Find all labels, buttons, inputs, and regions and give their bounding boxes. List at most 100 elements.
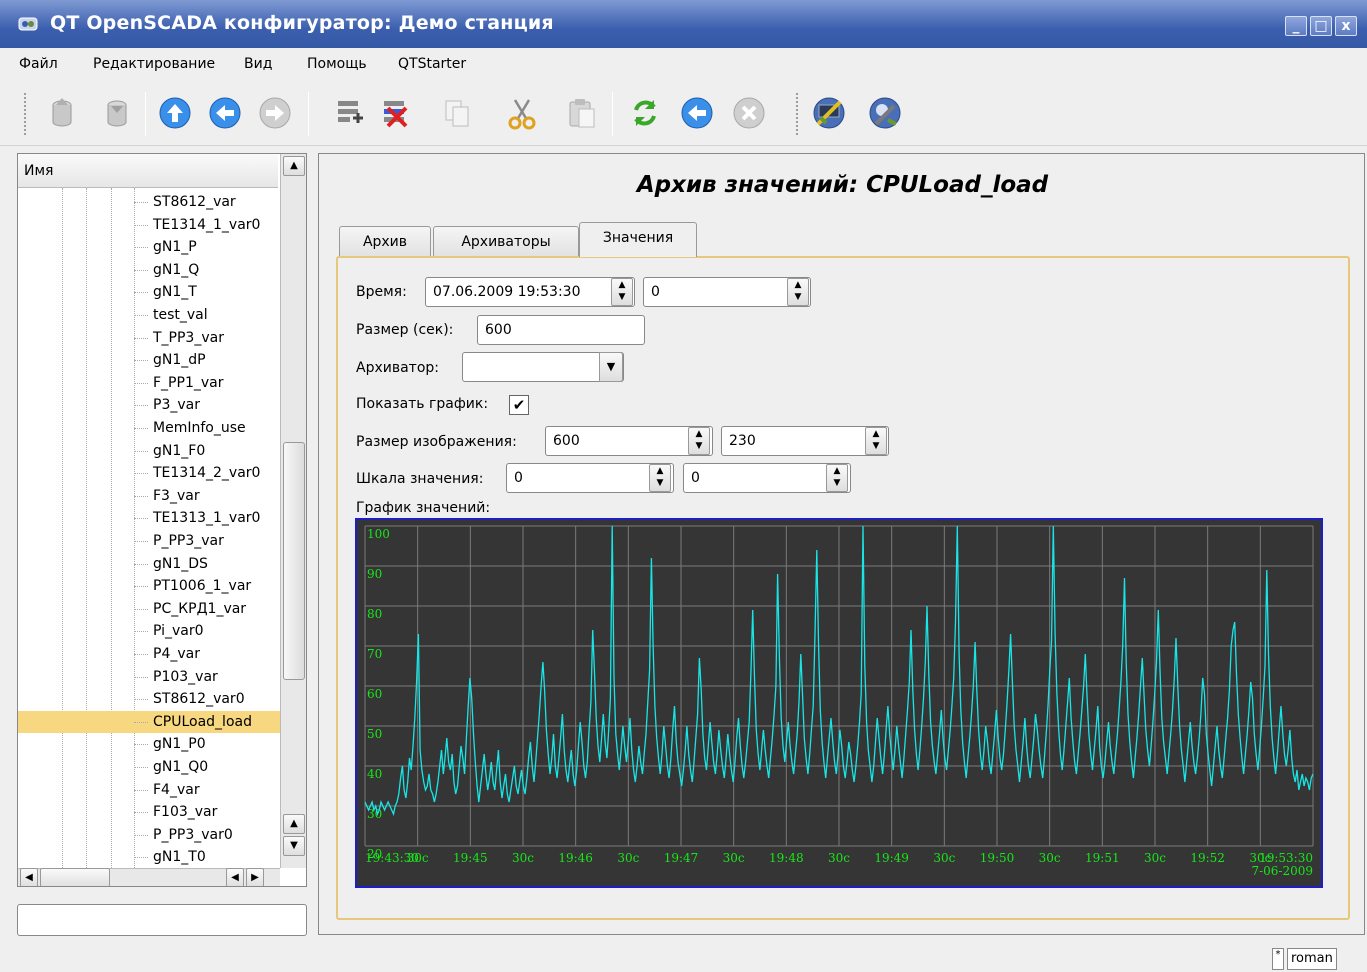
tree-item-label: gN1_P [153, 239, 197, 256]
start-icon[interactable] [680, 96, 714, 130]
size-field[interactable]: 600 [477, 315, 645, 345]
tree-item[interactable]: P3_var [18, 394, 280, 416]
image-height-field[interactable]: 230 [721, 426, 889, 456]
scroll-up-arrow-icon[interactable]: ▲ [283, 814, 305, 834]
forward-icon[interactable] [258, 96, 292, 130]
scroll-right-arrow-icon[interactable]: ▶ [246, 868, 264, 886]
db-save-icon[interactable] [100, 96, 134, 130]
tree-guide-line [86, 188, 87, 868]
tree-item[interactable]: PT1006_1_var [18, 575, 280, 597]
tree-connector [134, 631, 148, 633]
height-spinner-icon[interactable]: ▲ ▼ [865, 427, 887, 455]
scale-min-spinner-icon[interactable]: ▲ ▼ [649, 464, 671, 492]
scroll-left-arrow-icon[interactable]: ◀ [226, 868, 244, 886]
tree-item[interactable]: gN1_P0 [18, 733, 280, 755]
tree-connector [134, 834, 148, 836]
y-tick-label: 40 [367, 767, 382, 781]
tree-item[interactable]: Pi_var0 [18, 620, 280, 642]
tree-item[interactable]: ST8612_var [18, 191, 280, 213]
menu-edit[interactable]: Редактирование [93, 56, 216, 72]
db-load-icon[interactable] [45, 96, 79, 130]
scroll-up-arrow-icon[interactable]: ▲ [283, 156, 305, 176]
tree-item[interactable]: F103_var [18, 801, 280, 823]
time-field[interactable]: 07.06.2009 19:53:30 [425, 277, 635, 307]
paste-icon[interactable] [565, 96, 599, 130]
tree-item[interactable]: test_val [18, 304, 280, 326]
scroll-left-arrow-icon[interactable]: ◀ [20, 868, 38, 886]
minimize-button[interactable]: _ [1285, 16, 1307, 36]
refresh-icon[interactable] [628, 96, 662, 130]
y-tick-label: 50 [367, 727, 382, 741]
tree-item[interactable]: P4_var [18, 643, 280, 665]
scale-max-spinner-icon[interactable]: ▲ ▼ [826, 464, 848, 492]
toolbar [0, 82, 1367, 146]
archiver-select[interactable] [462, 352, 624, 382]
tree-item[interactable]: gN1_T [18, 281, 280, 303]
tree-item[interactable]: P_PP3_var0 [18, 824, 280, 846]
tree-item[interactable]: F4_var [18, 779, 280, 801]
scale-min-field[interactable]: 0 [506, 463, 674, 493]
tree-vertical-scrollbar[interactable]: ▲ ▲ ▼ [280, 154, 306, 868]
tree-item[interactable]: TE1314_1_var0 [18, 214, 280, 236]
cut-icon[interactable] [505, 96, 539, 130]
chevron-down-icon[interactable]: ▼ [599, 352, 623, 382]
tree-item[interactable]: P103_var [18, 666, 280, 688]
scale-max-field[interactable]: 0 [683, 463, 851, 493]
add-item-icon[interactable] [332, 96, 366, 130]
tree-item[interactable]: gN1_T0 [18, 846, 280, 868]
scrollbar-thumb[interactable] [283, 442, 305, 680]
tree-item[interactable]: gN1_F0 [18, 440, 280, 462]
scroll-down-arrow-icon[interactable]: ▼ [283, 836, 305, 856]
tree-connector [134, 382, 148, 384]
tree-item[interactable]: gN1_DS [18, 553, 280, 575]
tree-item[interactable]: TE1314_2_var0 [18, 462, 280, 484]
tool-2-icon[interactable] [868, 96, 902, 130]
tree-item[interactable]: PC_КРД1_var [18, 598, 280, 620]
tree-connector [134, 473, 148, 475]
time-usec-field[interactable]: 0 [643, 277, 811, 307]
delete-item-icon[interactable] [378, 96, 412, 130]
close-button[interactable]: x [1335, 16, 1357, 36]
tree-horizontal-scrollbar[interactable]: ◀ ◀ ▶ [18, 868, 280, 886]
x-tick-label: 19:52 [1190, 851, 1225, 865]
toolbar-grip[interactable] [23, 92, 27, 136]
tree-connector [134, 450, 148, 452]
tree-item[interactable]: T_PP3_var [18, 327, 280, 349]
menu-file[interactable]: Файл [19, 56, 58, 72]
tree-item[interactable]: TE1313_1_var0 [18, 507, 280, 529]
width-spinner-icon[interactable]: ▲ ▼ [688, 427, 710, 455]
user-badge[interactable]: roman [1287, 948, 1337, 970]
tree-item[interactable]: F_PP1_var [18, 372, 280, 394]
tree-item[interactable]: ST8612_var0 [18, 688, 280, 710]
tree-item[interactable]: gN1_dP [18, 349, 280, 371]
usec-spinner-icon[interactable]: ▲ ▼ [787, 278, 809, 306]
tree-item[interactable]: P_PP3_var [18, 530, 280, 552]
tree-item[interactable]: gN1_Q0 [18, 756, 280, 778]
copy-icon[interactable] [440, 96, 474, 130]
tree-item[interactable]: F3_var [18, 485, 280, 507]
toolbar-grip[interactable] [795, 92, 799, 136]
menu-qtstarter[interactable]: QTStarter [398, 56, 467, 72]
tree-item[interactable]: gN1_Q [18, 259, 280, 281]
image-width-field[interactable]: 600 [545, 426, 713, 456]
scrollbar-thumb[interactable] [40, 868, 110, 886]
menu-view[interactable]: Вид [244, 56, 273, 72]
tab-values[interactable]: Значения [579, 222, 697, 257]
tool-1-icon[interactable] [812, 96, 846, 130]
tree-header-name[interactable]: Имя [18, 154, 278, 188]
tree-connector [134, 247, 148, 249]
maximize-button[interactable]: □ [1310, 16, 1332, 36]
x-tick-label: 30с [617, 851, 639, 865]
tree-item[interactable]: CPULoad_load [18, 710, 280, 733]
time-spinner-icon[interactable]: ▲ ▼ [611, 278, 633, 306]
show-graph-checkbox[interactable]: ✔ [509, 395, 529, 415]
tree-filter-field[interactable] [17, 904, 307, 936]
tree-item[interactable]: MemInfo_use [18, 417, 280, 439]
tab-archivers[interactable]: Архиваторы [433, 226, 579, 256]
tab-archive[interactable]: Архив [339, 226, 431, 256]
tree-item[interactable]: gN1_P [18, 236, 280, 258]
menu-help[interactable]: Помощь [307, 56, 367, 72]
stop-icon[interactable] [732, 96, 766, 130]
back-icon[interactable] [208, 96, 242, 130]
up-icon[interactable] [158, 96, 192, 130]
